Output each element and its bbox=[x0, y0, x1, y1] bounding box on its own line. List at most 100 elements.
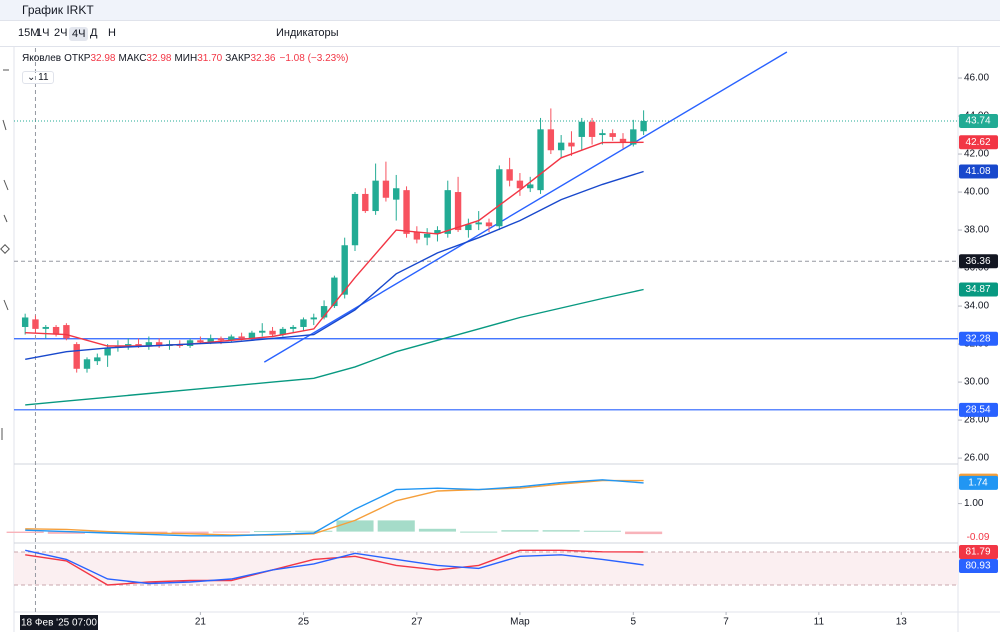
crosshair-time-label: 18 Фев '25 07:00 bbox=[21, 618, 97, 629]
price-tag bbox=[959, 331, 998, 346]
y-tick-label: 1.00 bbox=[964, 498, 984, 509]
interval-button[interactable]: Д bbox=[90, 27, 98, 39]
candle-body bbox=[423, 233, 431, 238]
top-bar: График IRKT bbox=[0, 0, 1000, 21]
candle-body bbox=[73, 344, 80, 369]
moving-average bbox=[25, 141, 644, 347]
histogram-bar bbox=[377, 520, 415, 532]
band bbox=[14, 552, 958, 585]
candle-body bbox=[537, 129, 544, 191]
candle-body bbox=[454, 192, 462, 231]
y-tick-label: 30.00 bbox=[964, 377, 989, 388]
price-tag-label: 34.87 bbox=[965, 284, 990, 295]
price-tag bbox=[959, 135, 998, 150]
candle-body bbox=[351, 193, 359, 246]
candle-body bbox=[475, 222, 482, 225]
price-tag-label: 80.93 bbox=[965, 561, 990, 572]
interval-button[interactable]: Н bbox=[108, 27, 116, 39]
price-tag-label: 41.08 bbox=[965, 166, 990, 177]
window-title: График IRKT bbox=[22, 3, 94, 17]
histogram-bar bbox=[542, 530, 580, 532]
x-tick-label: Мар bbox=[510, 617, 530, 628]
y-tick-label: 26.00 bbox=[964, 453, 989, 464]
histogram-bar bbox=[130, 531, 168, 533]
candle-body bbox=[434, 230, 441, 234]
candle-body bbox=[42, 326, 49, 329]
price-tag-label: 43.74 bbox=[965, 116, 990, 127]
y-tick-label: 28.00 bbox=[964, 415, 989, 426]
candle-body bbox=[248, 332, 256, 339]
price-tag-label: 42.62 bbox=[965, 137, 990, 148]
moving-average bbox=[25, 170, 644, 360]
tool-icon[interactable] bbox=[2, 119, 7, 131]
interval-button[interactable]: 4Ч bbox=[69, 27, 89, 41]
candle-body bbox=[640, 120, 647, 132]
price-tag-label: -0.09 bbox=[967, 532, 990, 543]
candle-body bbox=[300, 319, 307, 327]
tool-icon[interactable] bbox=[3, 179, 9, 191]
x-tick-label: 21 bbox=[195, 617, 207, 628]
indicators-button[interactable]: Индикаторы bbox=[276, 27, 339, 39]
histogram-bar bbox=[583, 530, 621, 532]
candle-body bbox=[238, 336, 245, 339]
plot-background bbox=[14, 47, 958, 613]
candle-body bbox=[609, 133, 616, 137]
price-tag bbox=[959, 558, 998, 573]
indicator-line bbox=[25, 549, 644, 586]
histogram-bar bbox=[460, 531, 498, 533]
histogram-bar bbox=[6, 531, 44, 533]
candle-body bbox=[527, 184, 534, 189]
candle-body bbox=[568, 142, 575, 147]
candle-body bbox=[52, 326, 60, 335]
candle-body bbox=[125, 344, 132, 346]
tool-icon[interactable] bbox=[0, 244, 10, 254]
indicator-line bbox=[25, 479, 644, 537]
candle-body bbox=[63, 325, 70, 339]
interval-button[interactable]: 1Ч bbox=[36, 27, 50, 39]
candle-body bbox=[630, 129, 637, 145]
interval-button[interactable]: 2Ч bbox=[54, 27, 68, 39]
y-tick-label: 46.00 bbox=[964, 73, 989, 84]
candle-body bbox=[320, 306, 328, 318]
candle-body bbox=[228, 336, 235, 341]
candle-body bbox=[32, 319, 39, 329]
x-tick-label: 13 bbox=[896, 617, 908, 628]
candle-body bbox=[269, 330, 276, 335]
price-tag bbox=[959, 113, 998, 128]
candle-body bbox=[341, 245, 348, 295]
symbol-name: Яковлев bbox=[22, 53, 62, 64]
candle-body bbox=[289, 326, 297, 329]
candle-body bbox=[516, 180, 524, 189]
histogram-bar bbox=[253, 531, 292, 533]
candle-body bbox=[619, 138, 627, 143]
indicator-count[interactable]: ⌄ 11 bbox=[22, 71, 54, 84]
candle-body bbox=[465, 224, 472, 231]
histogram-bar bbox=[501, 530, 539, 532]
price-tag bbox=[959, 544, 998, 559]
legend-key: ЗАКР bbox=[225, 53, 251, 64]
histogram-bar bbox=[295, 530, 333, 532]
candle-body bbox=[83, 359, 91, 369]
candle-body bbox=[135, 344, 142, 346]
candle-body bbox=[104, 347, 111, 356]
price-tag-label: 81.79 bbox=[965, 547, 990, 558]
trend-line bbox=[263, 51, 788, 363]
histogram-bar bbox=[171, 531, 209, 534]
x-tick-label: 25 bbox=[298, 617, 310, 628]
candle-body bbox=[557, 142, 565, 151]
x-tick-label: 5 bbox=[631, 617, 637, 628]
toolbar: 15М 1Ч 2Ч 4Ч Д Н Индикаторы bbox=[0, 21, 1000, 47]
price-tag bbox=[959, 475, 998, 490]
price-tag bbox=[959, 402, 998, 417]
candle-body bbox=[217, 338, 225, 341]
price-tag bbox=[959, 282, 998, 297]
histogram-bar bbox=[47, 531, 85, 534]
indicator-line bbox=[25, 479, 644, 536]
candle-body bbox=[578, 121, 585, 137]
tool-icon[interactable] bbox=[3, 214, 8, 223]
interval-button[interactable]: 15М bbox=[18, 27, 40, 39]
candle-body bbox=[588, 121, 596, 137]
price-tag-label: 1.74 bbox=[968, 478, 988, 489]
legend-value: 32.98 bbox=[90, 53, 116, 64]
tool-icon[interactable] bbox=[3, 299, 9, 311]
